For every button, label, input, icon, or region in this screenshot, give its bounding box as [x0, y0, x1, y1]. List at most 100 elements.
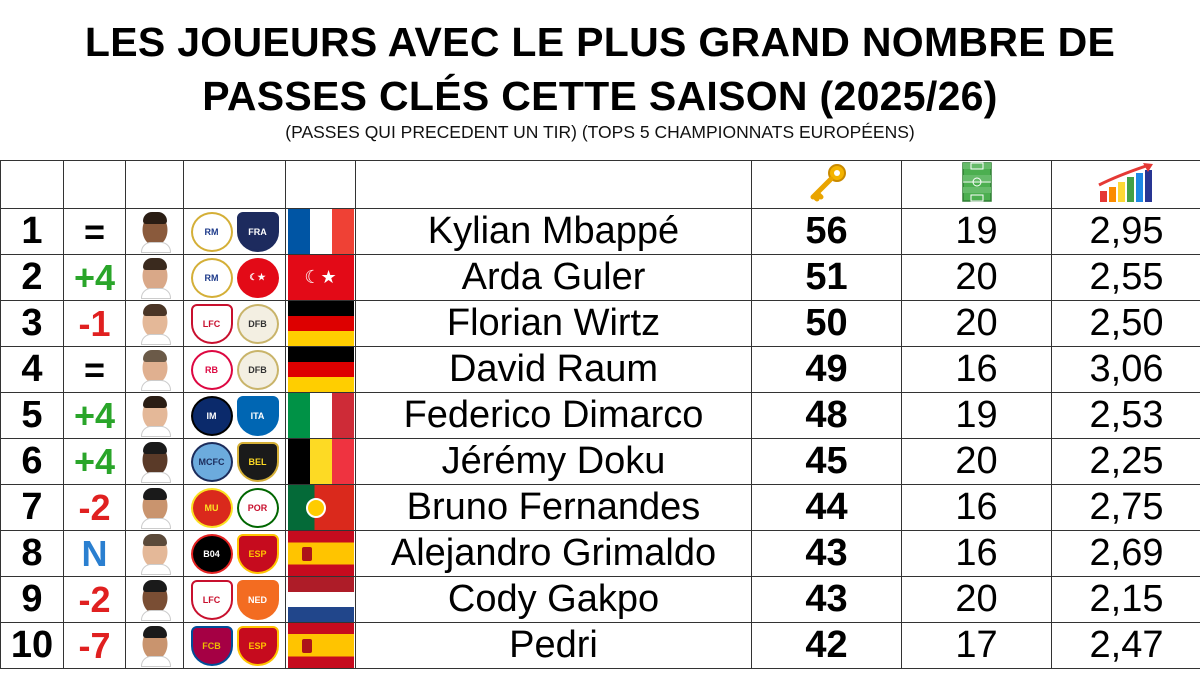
per-match-value: 2,50	[1051, 300, 1200, 347]
player-shirt	[140, 241, 171, 253]
per-match-value: 2,95	[1051, 208, 1200, 255]
movement-cell: -2	[63, 576, 126, 623]
header-matches	[901, 160, 1052, 209]
player-shirt	[140, 609, 171, 621]
player-hair	[142, 441, 167, 454]
header-key-passes	[751, 160, 902, 209]
matches-value: 20	[901, 438, 1052, 485]
player-photo	[136, 210, 173, 253]
badges-wrap: FCB ESP	[185, 625, 285, 666]
ranking-table: 1 = RM FRA Kylian Mbappé 56 19 2,95 2 +4 RM ☾★ ☾★ Ard…	[0, 160, 1200, 669]
player-shirt	[140, 379, 171, 391]
france-badge-icon: FRA	[236, 211, 279, 252]
movement-cell: +4	[63, 392, 126, 439]
player-name: Jérémy Doku	[355, 438, 752, 485]
player-hair	[142, 349, 167, 362]
spain-flag-icon	[287, 623, 354, 668]
player-hair	[142, 579, 167, 592]
badges-wrap: RB DFB	[185, 349, 285, 390]
photo-cell	[125, 346, 184, 393]
badges-wrap: MU POR	[185, 487, 285, 528]
portugal-flag-icon	[287, 485, 354, 530]
player-photo	[136, 256, 173, 299]
table-row: 3 -1 LFC DFB Florian Wirtz 50 20 2,50	[0, 300, 1200, 347]
germany-flag-icon	[287, 347, 354, 392]
per-match-value: 2,55	[1051, 254, 1200, 301]
player-hair	[142, 487, 167, 500]
player-hair	[142, 257, 167, 270]
turkey-flag-icon: ☾★	[287, 255, 354, 300]
player-photo	[136, 348, 173, 391]
player-name: Arda Guler	[355, 254, 752, 301]
matches-value: 16	[901, 346, 1052, 393]
rank-cell: 9	[0, 576, 64, 623]
player-shirt	[140, 333, 171, 345]
header-per-match	[1051, 160, 1200, 209]
player-hair	[142, 211, 167, 224]
per-match-value: 2,47	[1051, 622, 1200, 669]
table-row: 8 N B04 ESP Alejandro Grimaldo 43 16 2,69	[0, 530, 1200, 577]
table-row: 7 -2 MU POR Bruno Fernandes 44 16 2,75	[0, 484, 1200, 531]
header-badges	[183, 160, 286, 209]
key-passes-value: 49	[751, 346, 902, 393]
belgium-badge-icon: BEL	[236, 441, 279, 482]
player-name: Cody Gakpo	[355, 576, 752, 623]
player-photo	[136, 486, 173, 529]
player-name: Florian Wirtz	[355, 300, 752, 347]
badges-wrap: MCFC BEL	[185, 441, 285, 482]
liverpool-badge-icon: LFC	[190, 579, 233, 620]
badges-cell: RM ☾★	[183, 254, 286, 301]
photo-cell	[125, 300, 184, 347]
badges-cell: RB DFB	[183, 346, 286, 393]
france-flag-icon	[287, 209, 354, 254]
movement-cell: =	[63, 346, 126, 393]
rank-cell: 7	[0, 484, 64, 531]
matches-value: 16	[901, 530, 1052, 577]
badges-wrap: B04 ESP	[185, 533, 285, 574]
liverpool-badge-icon: LFC	[190, 303, 233, 344]
table-row: 6 +4 MCFC BEL Jérémy Doku 45 20 2,25	[0, 438, 1200, 485]
spain-badge-icon: ESP	[236, 533, 279, 574]
badges-wrap: IM ITA	[185, 395, 285, 436]
photo-cell	[125, 254, 184, 301]
key-passes-value: 56	[751, 208, 902, 255]
matches-value: 17	[901, 622, 1052, 669]
player-shirt	[140, 287, 171, 299]
badges-cell: B04 ESP	[183, 530, 286, 577]
badges-cell: FCB ESP	[183, 622, 286, 669]
flag-cell	[285, 576, 356, 623]
matches-value: 19	[901, 392, 1052, 439]
rb-leipzig-badge-icon: RB	[190, 349, 233, 390]
photo-cell	[125, 392, 184, 439]
photo-cell	[125, 622, 184, 669]
movement-cell: +4	[63, 254, 126, 301]
player-hair	[142, 625, 167, 638]
player-shirt	[140, 517, 171, 529]
spain-badge-icon: ESP	[236, 625, 279, 666]
table-row: 4 = RB DFB David Raum 49 16 3,06	[0, 346, 1200, 393]
matches-value: 20	[901, 300, 1052, 347]
flag-cell	[285, 208, 356, 255]
table-row: 1 = RM FRA Kylian Mbappé 56 19 2,95	[0, 208, 1200, 255]
badges-cell: LFC NED	[183, 576, 286, 623]
badges-cell: RM FRA	[183, 208, 286, 255]
per-match-value: 2,75	[1051, 484, 1200, 531]
italy-badge-icon: ITA	[236, 395, 279, 436]
flag-cell	[285, 438, 356, 485]
per-match-value: 2,53	[1051, 392, 1200, 439]
flag-cell	[285, 484, 356, 531]
netherlands-flag-icon	[287, 577, 354, 622]
belgium-flag-icon	[287, 439, 354, 484]
rank-cell: 10	[0, 622, 64, 669]
player-photo	[136, 302, 173, 345]
italy-flag-icon	[287, 393, 354, 438]
per-match-value: 2,69	[1051, 530, 1200, 577]
player-hair	[142, 533, 167, 546]
movement-cell: +4	[63, 438, 126, 485]
player-shirt	[140, 563, 171, 575]
manchester-city-badge-icon: MCFC	[190, 441, 233, 482]
per-match-value: 2,15	[1051, 576, 1200, 623]
player-photo	[136, 394, 173, 437]
player-photo	[136, 440, 173, 483]
barcelona-badge-icon: FCB	[190, 625, 233, 666]
